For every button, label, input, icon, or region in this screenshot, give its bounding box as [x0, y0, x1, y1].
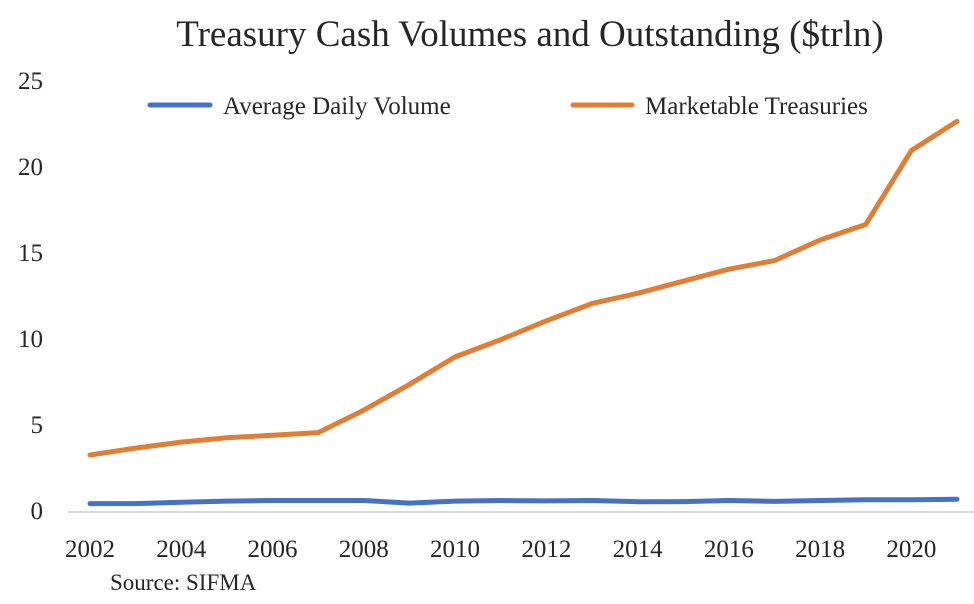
x-axis-ticks: 2002 2004 2006 2008 2010 2012 2014 2016 2018 2020	[65, 536, 936, 563]
x-tick-label: 2018	[795, 536, 845, 563]
chart-title: Treasury Cash Volumes and Outstanding ($…	[176, 14, 883, 55]
y-tick-label: 10	[18, 326, 43, 353]
series-line-average-daily-volume	[87, 496, 960, 507]
x-tick-label: 2006	[248, 536, 298, 563]
y-tick-label: 20	[18, 154, 43, 181]
x-tick-label: 2008	[339, 536, 389, 563]
x-tick-label: 2002	[65, 536, 115, 563]
legend: Average Daily Volume Marketable Treasuri…	[147, 93, 868, 120]
source-note: Source: SIFMA	[110, 570, 257, 595]
y-axis-ticks: 0 5 10 15 20 25	[18, 68, 43, 525]
x-tick-label: 2012	[521, 536, 571, 563]
legend-label-average-daily-volume: Average Daily Volume	[223, 93, 451, 120]
x-tick-label: 2010	[430, 536, 480, 563]
x-tick-label: 2004	[156, 536, 207, 563]
series-line-marketable-treasuries	[87, 118, 960, 458]
x-tick-label: 2016	[704, 536, 754, 563]
x-tick-label: 2020	[886, 536, 936, 563]
y-tick-label: 5	[31, 412, 44, 439]
x-tick-label: 2014	[613, 536, 664, 563]
y-tick-label: 15	[18, 240, 43, 267]
y-tick-label: 0	[31, 498, 44, 525]
series-layer	[87, 118, 960, 507]
y-tick-label: 25	[18, 68, 43, 95]
legend-label-marketable-treasuries: Marketable Treasuries	[645, 93, 868, 120]
